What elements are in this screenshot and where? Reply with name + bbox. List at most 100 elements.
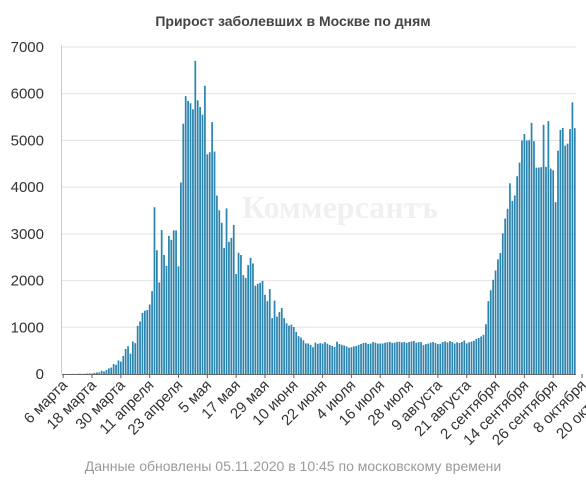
bar — [331, 345, 334, 374]
bar — [216, 195, 218, 374]
bar — [429, 342, 432, 374]
bar — [446, 342, 449, 374]
bar — [408, 342, 410, 374]
bar — [172, 230, 175, 374]
bar — [364, 342, 367, 374]
bar — [333, 346, 336, 374]
bar — [208, 152, 211, 374]
bar — [388, 341, 391, 374]
bar — [223, 247, 225, 374]
bar — [571, 102, 574, 375]
bar — [136, 325, 139, 374]
bar — [307, 343, 310, 374]
bar — [549, 168, 552, 374]
bar — [422, 345, 425, 374]
bar — [559, 129, 562, 374]
bar — [360, 343, 362, 374]
bar — [340, 344, 343, 374]
bar — [525, 140, 528, 374]
bar — [235, 274, 237, 374]
bar — [256, 283, 259, 374]
bar — [336, 341, 338, 374]
bar — [497, 259, 499, 374]
bar — [266, 301, 269, 374]
bar — [461, 341, 463, 374]
bar — [528, 140, 531, 374]
bar — [355, 346, 358, 374]
bar — [386, 342, 389, 374]
bar — [376, 343, 379, 374]
bar — [180, 182, 182, 374]
bar — [573, 128, 576, 374]
bar — [168, 235, 170, 374]
bar — [314, 342, 317, 374]
bar — [151, 291, 153, 374]
bar — [357, 344, 360, 374]
bar — [249, 257, 252, 374]
bar — [280, 308, 283, 374]
bar — [300, 337, 302, 374]
bar — [465, 343, 468, 374]
bar — [297, 336, 300, 374]
bar — [131, 341, 134, 374]
bar — [160, 229, 163, 374]
bar — [206, 154, 209, 374]
bar — [93, 372, 96, 374]
bar — [119, 361, 122, 374]
bar — [100, 370, 103, 374]
bar — [350, 347, 353, 374]
bar — [369, 343, 372, 374]
bar — [103, 371, 105, 374]
bar — [326, 343, 329, 374]
bar — [487, 301, 490, 374]
bar — [391, 342, 394, 374]
bar — [427, 343, 430, 374]
bar — [112, 364, 115, 374]
bar — [285, 323, 288, 374]
grid-lines — [62, 46, 576, 328]
bar — [158, 282, 161, 374]
bar — [343, 345, 346, 374]
bar — [456, 342, 458, 374]
bar — [232, 224, 235, 374]
bar — [413, 341, 415, 374]
bar — [177, 266, 180, 374]
bar — [324, 342, 326, 374]
bar — [345, 346, 348, 374]
bar — [458, 342, 461, 374]
bar — [156, 250, 158, 374]
bar — [475, 338, 478, 374]
bar — [432, 342, 434, 374]
bar — [290, 324, 293, 374]
bar — [417, 342, 420, 374]
bar — [482, 334, 485, 374]
bar — [557, 150, 559, 374]
bar — [434, 343, 437, 374]
bar — [521, 140, 523, 374]
bar — [117, 360, 120, 374]
bar — [148, 304, 151, 374]
bar — [396, 341, 398, 374]
bar — [398, 341, 401, 374]
bar — [348, 347, 350, 374]
bar — [405, 342, 408, 374]
bar — [141, 312, 144, 374]
bar — [254, 285, 257, 374]
bar — [98, 372, 101, 374]
bar — [425, 344, 427, 374]
bar — [105, 369, 108, 374]
bar — [530, 122, 533, 374]
bar — [372, 342, 374, 374]
bar — [163, 254, 165, 374]
bar — [537, 167, 540, 374]
bar — [127, 346, 129, 374]
bar — [184, 96, 187, 374]
bar — [533, 141, 535, 374]
bar — [545, 166, 547, 374]
bar — [247, 265, 250, 374]
bar — [439, 343, 442, 374]
bar — [230, 237, 233, 374]
y-tick-label: 2000 — [11, 273, 44, 290]
bar — [379, 343, 382, 374]
